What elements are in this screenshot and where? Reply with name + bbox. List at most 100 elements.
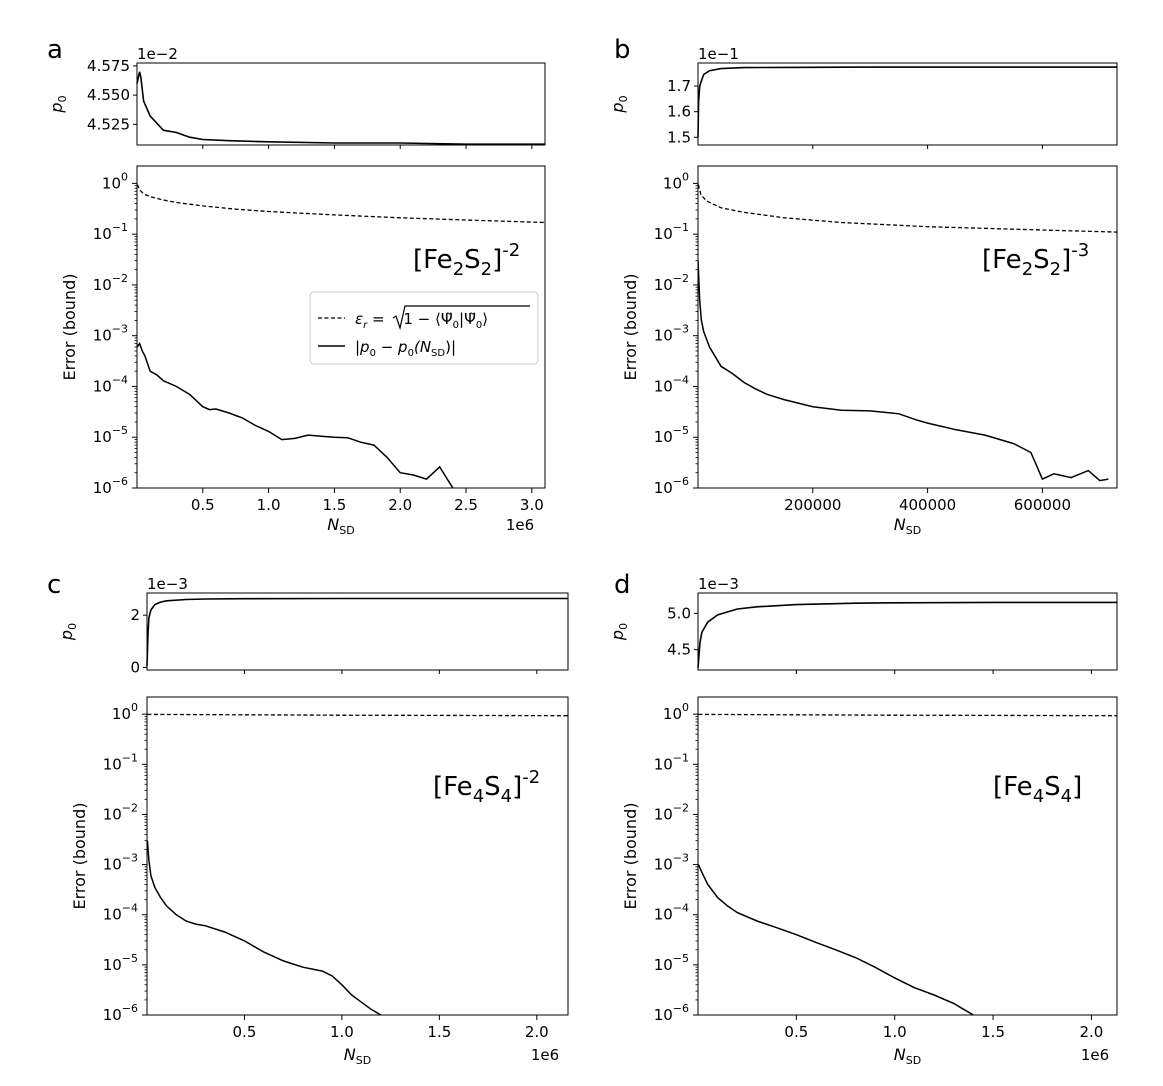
ytick-exponent: −1 xyxy=(673,221,689,234)
ytick-exponent: −6 xyxy=(673,1002,689,1015)
top-axes-frame xyxy=(697,592,1118,671)
xtick-label: 400000 xyxy=(899,496,956,514)
ytick-label: 10−6 xyxy=(103,1002,138,1024)
x-offset-text: 1e6 xyxy=(1081,1046,1109,1064)
top-ytick-label: 4.525 xyxy=(87,115,130,133)
ytick-exponent: −2 xyxy=(673,801,689,814)
ytick-label: 10−3 xyxy=(93,323,128,345)
ytick-label: 10−1 xyxy=(93,221,128,243)
epsilon-r-line xyxy=(137,184,545,224)
legend-text: |Ψ̃ xyxy=(459,310,476,328)
xlabel: NSD xyxy=(327,515,354,537)
molecule-label: [Fe4S4] xyxy=(993,772,1082,807)
ytick-label: 100 xyxy=(102,170,128,192)
ytick-label: 10−5 xyxy=(654,424,689,446)
legend-text: = xyxy=(367,310,389,328)
top-ytick-label: 5.0 xyxy=(667,604,691,622)
ytick-exponent: 0 xyxy=(131,701,138,714)
ytick-label: 100 xyxy=(663,701,689,723)
top-subplot: 0 2 1e−3 p0 xyxy=(57,575,569,676)
top-axes-frame xyxy=(146,592,569,671)
molecule-part: ] xyxy=(1072,772,1082,802)
top-offset-text: 1e−3 xyxy=(698,575,739,593)
ytick-label: 10−2 xyxy=(654,272,689,294)
top-subplot: 4.5 5.0 1e−3 p0 xyxy=(608,575,1118,674)
ytick-exponent: −4 xyxy=(673,373,689,386)
panel-letter: b xyxy=(614,35,631,65)
bottom-axes-frame xyxy=(697,165,1118,489)
molecule-part: ] xyxy=(512,772,522,802)
ytick-exponent: −6 xyxy=(122,1002,138,1015)
xtick-label: 2.5 xyxy=(454,496,478,514)
series-group xyxy=(147,713,568,1015)
ytick-exponent: −3 xyxy=(122,852,138,865)
xtick-label: 3.0 xyxy=(520,496,544,514)
top-ytick-label: 1.5 xyxy=(667,128,691,146)
xtick-label: 0.5 xyxy=(784,1023,808,1041)
xtick-label: 1.0 xyxy=(257,496,281,514)
top-subplot: 4.525 4.550 4.575 1e−2 p0 xyxy=(47,45,546,149)
legend: εr = 1 − ⟨Ψ̃0|Ψ̃0⟩|p0 − p0(NSD)| xyxy=(309,291,539,365)
ytick-exponent: −2 xyxy=(112,272,128,285)
series-group xyxy=(698,184,1117,482)
top-ylabel: p0 xyxy=(608,623,630,641)
xlabel: NSD xyxy=(894,515,921,537)
legend-text: − p xyxy=(376,338,408,356)
ytick-exponent: −1 xyxy=(122,751,138,764)
top-subplot: 1.5 1.6 1.7 1e−1 p0 xyxy=(608,45,1118,149)
molecule-charge: -2 xyxy=(522,767,540,788)
molecule-part: [Fe xyxy=(982,245,1022,275)
molecule-part: [Fe xyxy=(433,772,473,802)
xtick-label: 1.0 xyxy=(883,1023,907,1041)
ytick-exponent: −5 xyxy=(112,424,128,437)
ytick-label: 10−6 xyxy=(654,1002,689,1024)
ytick-label: 100 xyxy=(663,170,689,192)
xtick-label: 2.0 xyxy=(525,1023,549,1041)
ytick-label: 10−4 xyxy=(93,373,128,395)
panel-d: d 4.5 5.0 1e−3 p0 100 10−1 10−2 10−3 10−4 10−5 10−6… xyxy=(608,570,1118,1067)
p0-error-line xyxy=(698,864,974,1015)
molecule-subscript: 4 xyxy=(1033,786,1044,807)
molecule-part: S xyxy=(464,245,481,275)
ytick-label: 10−3 xyxy=(103,852,138,874)
molecule-subscript: 4 xyxy=(1061,786,1072,807)
legend-sub: 0 xyxy=(408,348,414,359)
molecule-subscript: 4 xyxy=(501,786,512,807)
ytick-label: 10−2 xyxy=(93,272,128,294)
bottom-subplot: 100 10−1 10−2 10−3 10−4 10−5 10−6 0.5 1.0 1.5 2.0 2… xyxy=(60,165,546,537)
xlabel-sub: SD xyxy=(339,524,354,537)
top-axes-frame xyxy=(697,62,1118,146)
top-axes-frame xyxy=(136,62,546,146)
panel-letter: c xyxy=(47,570,61,600)
ytick-label: 10−1 xyxy=(654,221,689,243)
molecule-subscript: 2 xyxy=(1022,259,1033,280)
molecule-charge: -2 xyxy=(502,240,520,261)
molecule-label: [Fe4S4]-2 xyxy=(433,767,540,807)
legend-text: ε xyxy=(355,310,363,328)
ytick-label: 10−1 xyxy=(654,751,689,773)
molecule-part: S xyxy=(1033,245,1050,275)
ytick-exponent: 0 xyxy=(121,170,128,183)
ytick-label: 10−4 xyxy=(654,373,689,395)
ytick-label: 100 xyxy=(112,701,138,723)
ylabel: Error (bound) xyxy=(621,803,640,910)
ytick-exponent: −5 xyxy=(673,424,689,437)
xtick-label: 1.5 xyxy=(322,496,346,514)
bottom-subplot: 100 10−1 10−2 10−3 10−4 10−5 10−6 0.5 1.0 1.5 2.0 1… xyxy=(621,696,1118,1067)
legend-sub: 0 xyxy=(453,320,459,331)
ytick-label: 10−1 xyxy=(103,751,138,773)
top-ylabel: p0 xyxy=(608,95,630,113)
top-ylabel-sub: 0 xyxy=(617,95,630,102)
bottom-axes-frame xyxy=(697,696,1118,1016)
series-group xyxy=(137,184,545,488)
top-offset-text: 1e−1 xyxy=(698,45,739,63)
ytick-label: 10−4 xyxy=(103,902,138,924)
xtick-label: 0.5 xyxy=(233,1023,257,1041)
xtick-label: 1.0 xyxy=(330,1023,354,1041)
top-ylabel: p0 xyxy=(47,95,69,113)
legend-sub: 0 xyxy=(370,348,376,359)
legend-text: )| xyxy=(445,338,456,356)
panel-a: a 4.525 4.550 4.575 1e−2 p0 100 10−1 10−2 10−3 10−… xyxy=(47,35,546,537)
molecule-part: ] xyxy=(1061,245,1071,275)
molecule-part: [Fe xyxy=(413,245,453,275)
